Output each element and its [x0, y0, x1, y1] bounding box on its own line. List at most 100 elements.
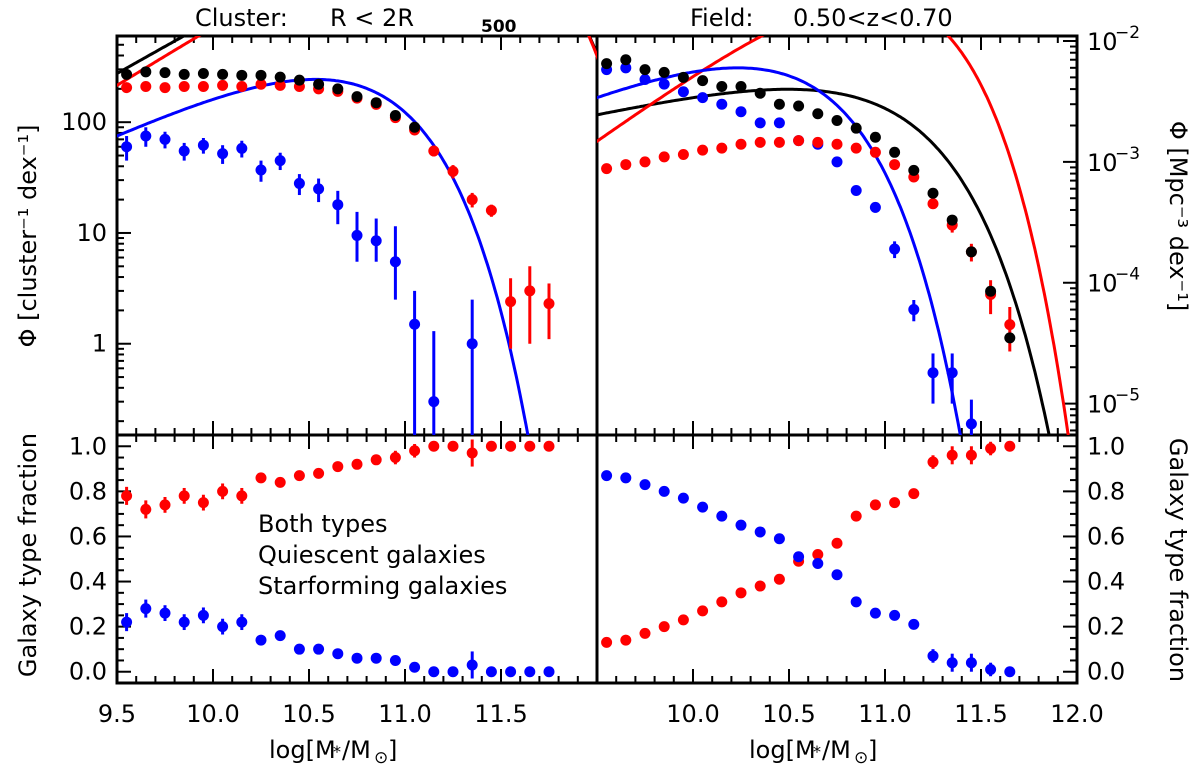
point-cluster-both: [274, 71, 286, 83]
point-field-frac-starforming: [658, 485, 670, 497]
point-cluster-frac-quiescent: [121, 490, 133, 502]
y-tick-label-exponent: −2: [1115, 23, 1140, 43]
point-cluster-frac-starforming: [159, 607, 171, 619]
point-cluster-frac-starforming-group: [121, 599, 555, 679]
point-cluster-frac-starforming: [217, 621, 229, 633]
x-axis-label-field: log[M*/M ⊙]: [749, 736, 877, 765]
point-field-frac-starforming: [965, 657, 977, 669]
y-tick-label: 100: [61, 108, 107, 136]
x-axis-label-field-part: ]: [868, 736, 877, 764]
point-field-starforming: [697, 92, 709, 104]
point-field-frac-starforming: [812, 558, 824, 570]
point-field-frac-starforming: [889, 609, 901, 621]
point-cluster-frac-quiescent: [140, 503, 152, 515]
fit-field-both: [597, 87, 1051, 435]
point-field-quiescent: [716, 142, 728, 154]
point-field-quiescent: [812, 136, 824, 148]
x-tick-label: 10.0: [186, 700, 239, 728]
text-labels: 9.5 10.0 10.5 11.0 11.5 10.0 10.5 11.0 11.5 12.01…: [14, 4, 1192, 765]
point-field-frac-quiescent: [735, 587, 747, 599]
fraction-tick-label: 0.0: [69, 658, 107, 686]
point-cluster-both: [293, 74, 305, 86]
point-cluster-starforming: [466, 338, 478, 350]
x-axis-label-field-part: ⊙: [854, 748, 868, 765]
point-cluster-frac-starforming: [351, 652, 363, 664]
point-cluster-both: [370, 97, 382, 109]
point-field-starforming: [716, 98, 728, 110]
point-field-frac-starforming: [639, 479, 651, 491]
point-field-frac-quiescent: [658, 621, 670, 633]
point-cluster-quiescent-group: [121, 78, 555, 349]
fraction-tick-label: 1.0: [1087, 432, 1125, 460]
point-cluster-both: [389, 109, 401, 121]
point-field-quiescent: [639, 156, 651, 168]
point-field-frac-quiescent: [869, 499, 881, 511]
y-tick-label: 10: [1087, 149, 1118, 177]
point-field-both: [773, 98, 785, 110]
point-field-frac-starforming: [850, 596, 862, 608]
fit-cluster-starforming: [117, 77, 530, 435]
x-axis-label-field-part: *: [813, 742, 821, 761]
point-field-frac-starforming: [869, 607, 881, 619]
x-axis-label-cluster-part: *: [333, 742, 341, 761]
point-cluster-frac-quiescent: [543, 440, 555, 452]
y-tick-label: 10: [1087, 270, 1118, 298]
x-tick-label: 12.0: [1050, 700, 1103, 728]
fraction-tick-label: 0.2: [69, 613, 107, 641]
point-cluster-frac-quiescent: [313, 467, 325, 479]
point-cluster-both: [159, 67, 171, 79]
point-field-both: [754, 87, 766, 99]
point-field-starforming: [889, 243, 901, 255]
point-field-quiescent: [850, 142, 862, 154]
x-tick-label: 11.5: [954, 700, 1007, 728]
y-axis-label-cluster: Φ [cluster⁻¹ dex⁻¹]: [14, 125, 42, 348]
point-cluster-frac-starforming: [121, 616, 133, 628]
point-cluster-frac-quiescent: [370, 454, 382, 466]
x-tick-label: 11.0: [858, 700, 911, 728]
axis-ticks: [116, 35, 1078, 683]
y-tick-label-exponent: −4: [1115, 265, 1140, 285]
point-field-frac-starforming: [1004, 666, 1016, 678]
point-cluster-frac-starforming: [466, 659, 478, 671]
fraction-tick-label: 0.4: [1087, 568, 1125, 596]
point-field-frac-starforming: [677, 492, 689, 504]
point-field-starforming: [850, 184, 862, 196]
point-cluster-frac-starforming: [389, 654, 401, 666]
point-cluster-quiescent: [485, 204, 497, 216]
point-field-both: [889, 146, 901, 158]
y-axis-label-field: Φ [Mpc⁻³ dex⁻¹]: [1164, 121, 1192, 311]
fraction-tick-label: 0.6: [1087, 522, 1125, 550]
point-cluster-frac-quiescent: [505, 440, 517, 452]
point-field-both: [1004, 332, 1016, 344]
point-cluster-frac-quiescent: [409, 445, 421, 457]
point-field-both: [716, 81, 728, 93]
point-cluster-both: [178, 68, 190, 80]
point-cluster-both: [351, 91, 363, 103]
point-cluster-both: [197, 68, 209, 80]
point-field-frac-quiescent: [773, 573, 785, 585]
point-field-frac-starforming: [793, 551, 805, 563]
point-cluster-starforming: [428, 396, 440, 408]
point-field-starforming: [908, 304, 920, 316]
fit-field-quiescent: [597, 36, 1070, 435]
point-field-frac-quiescent: [677, 614, 689, 626]
fraction-tick-label: 0.4: [69, 568, 107, 596]
point-field-starforming: [639, 74, 651, 86]
point-field-quiescent: [658, 151, 670, 163]
point-field-both: [658, 66, 670, 78]
point-field-quiescent: [754, 136, 766, 148]
title-cluster-prefix: Cluster:: [195, 4, 288, 32]
point-cluster-frac-quiescent: [217, 485, 229, 497]
legend-entry: Both types: [258, 510, 388, 538]
point-field-frac-quiescent: [850, 510, 862, 522]
point-field-frac-starforming: [773, 533, 785, 545]
point-field-starforming: [965, 418, 977, 430]
point-field-both: [965, 246, 977, 258]
point-field-frac-quiescent: [1004, 440, 1016, 452]
point-cluster-starforming: [332, 199, 344, 211]
point-cluster-frac-starforming: [370, 652, 382, 664]
point-cluster-both: [332, 83, 344, 95]
point-cluster-frac-starforming: [313, 643, 325, 655]
point-field-frac-starforming: [831, 569, 843, 581]
point-cluster-frac-quiescent: [351, 458, 363, 470]
